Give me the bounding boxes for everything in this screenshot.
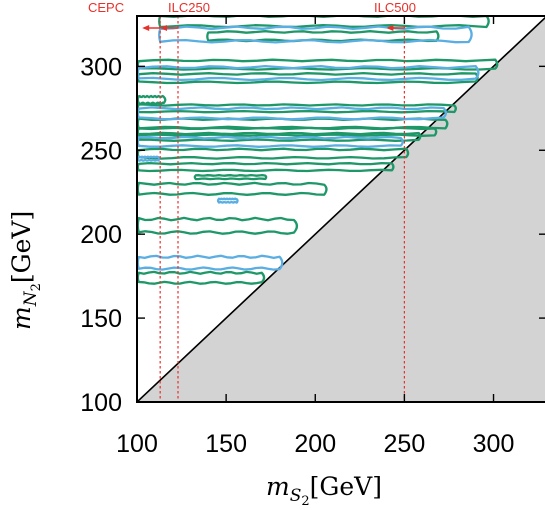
contour-band (137, 94, 167, 106)
x-tick-label: 150 (205, 430, 247, 458)
threshold-label: ILC250 (168, 0, 210, 15)
contour-band (137, 147, 410, 160)
y-tick-label: 100 (80, 389, 122, 417)
contour-band (193, 173, 268, 181)
threshold-label: CEPC (88, 0, 124, 15)
contour-band (137, 131, 422, 142)
threshold-arrowhead (386, 25, 394, 31)
y-tick-label: 150 (80, 305, 122, 333)
contour-band (137, 161, 395, 173)
threshold-label: ILC500 (374, 0, 416, 15)
y-tick-label: 250 (80, 137, 122, 165)
contour-band (137, 155, 161, 162)
contour-band (137, 216, 299, 235)
contour-band (137, 58, 499, 71)
contour-band (137, 71, 479, 85)
contour-band (137, 254, 284, 271)
contour-band (137, 135, 404, 148)
contour-band (216, 197, 239, 204)
contour-band (137, 126, 438, 137)
contour-band (137, 181, 328, 196)
contour-band (137, 270, 266, 285)
y-axis-label: mN2[GeV] (7, 211, 44, 330)
x-tick-label: 300 (473, 430, 515, 458)
plot-frame (136, 15, 545, 403)
y-tick-label: 200 (80, 221, 122, 249)
x-tick-label: 250 (384, 430, 426, 458)
x-tick-label: 200 (294, 430, 336, 458)
threshold-arrowhead (160, 25, 167, 31)
contour-band (158, 25, 473, 44)
threshold-arrowhead (142, 25, 150, 31)
x-axis-label: mS2[GeV] (266, 472, 382, 509)
y-tick-label: 300 (80, 53, 122, 81)
contour-band (137, 103, 457, 114)
contour-band (137, 106, 447, 121)
diagonal-line (137, 16, 545, 402)
contour-band (137, 64, 480, 82)
x-tick-label: 100 (116, 430, 158, 458)
